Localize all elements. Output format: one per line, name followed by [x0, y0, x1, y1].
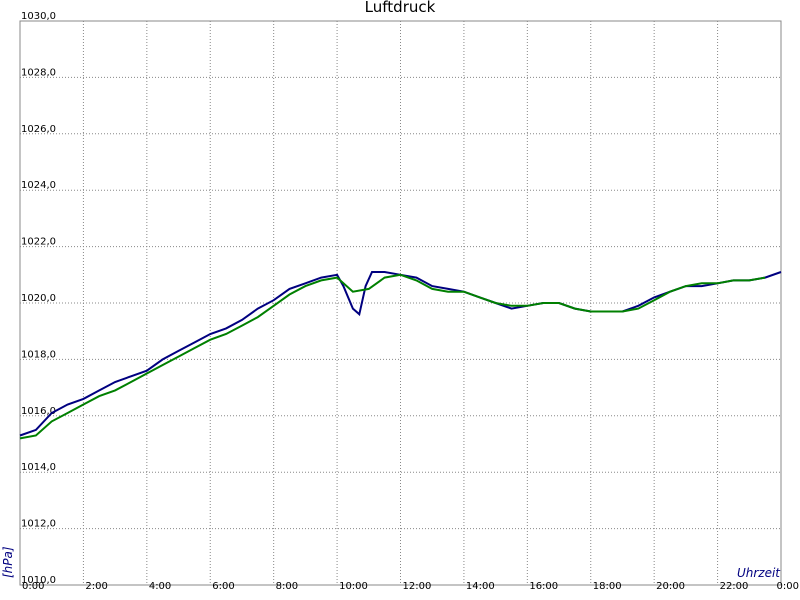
y-tick-label: 1016,0 — [21, 406, 56, 417]
y-tick-label: 1030,0 — [21, 11, 56, 22]
x-tick-label: 4:00 — [149, 581, 171, 592]
data-line — [19, 271, 782, 437]
y-tick-label: 1028,0 — [21, 67, 56, 78]
x-tick-label: 0:00 — [22, 581, 44, 592]
x-tick-label: 20:00 — [656, 581, 685, 592]
y-tick-label: 1026,0 — [21, 124, 56, 135]
x-tick-label: 22:00 — [720, 581, 749, 592]
y-tick-label: 1010,0 — [21, 575, 56, 586]
x-tick-label: 10:00 — [339, 581, 368, 592]
x-tick-label: 0:00 — [777, 581, 799, 592]
y-tick-label: 1020,0 — [21, 293, 56, 304]
y-tick-label: 1024,0 — [21, 180, 56, 191]
y-tick-label: 1012,0 — [21, 519, 56, 530]
x-tick-label: 12:00 — [403, 581, 432, 592]
chart-title: Luftdruck — [365, 0, 436, 16]
y-tick-label: 1022,0 — [21, 237, 56, 248]
x-tick-label: 16:00 — [529, 581, 558, 592]
y-tick-label: 1018,0 — [21, 349, 56, 360]
x-tick-label: 2:00 — [85, 581, 107, 592]
x-tick-label: 14:00 — [466, 581, 495, 592]
y-axis-label: [hPa] — [1, 546, 15, 578]
x-tick-label: 18:00 — [593, 581, 622, 592]
x-axis-label: Uhrzeit — [737, 566, 781, 580]
x-tick-label: 8:00 — [276, 581, 298, 592]
x-tick-label: 6:00 — [212, 581, 234, 592]
data-line — [19, 273, 766, 440]
y-tick-label: 1014,0 — [21, 462, 56, 473]
